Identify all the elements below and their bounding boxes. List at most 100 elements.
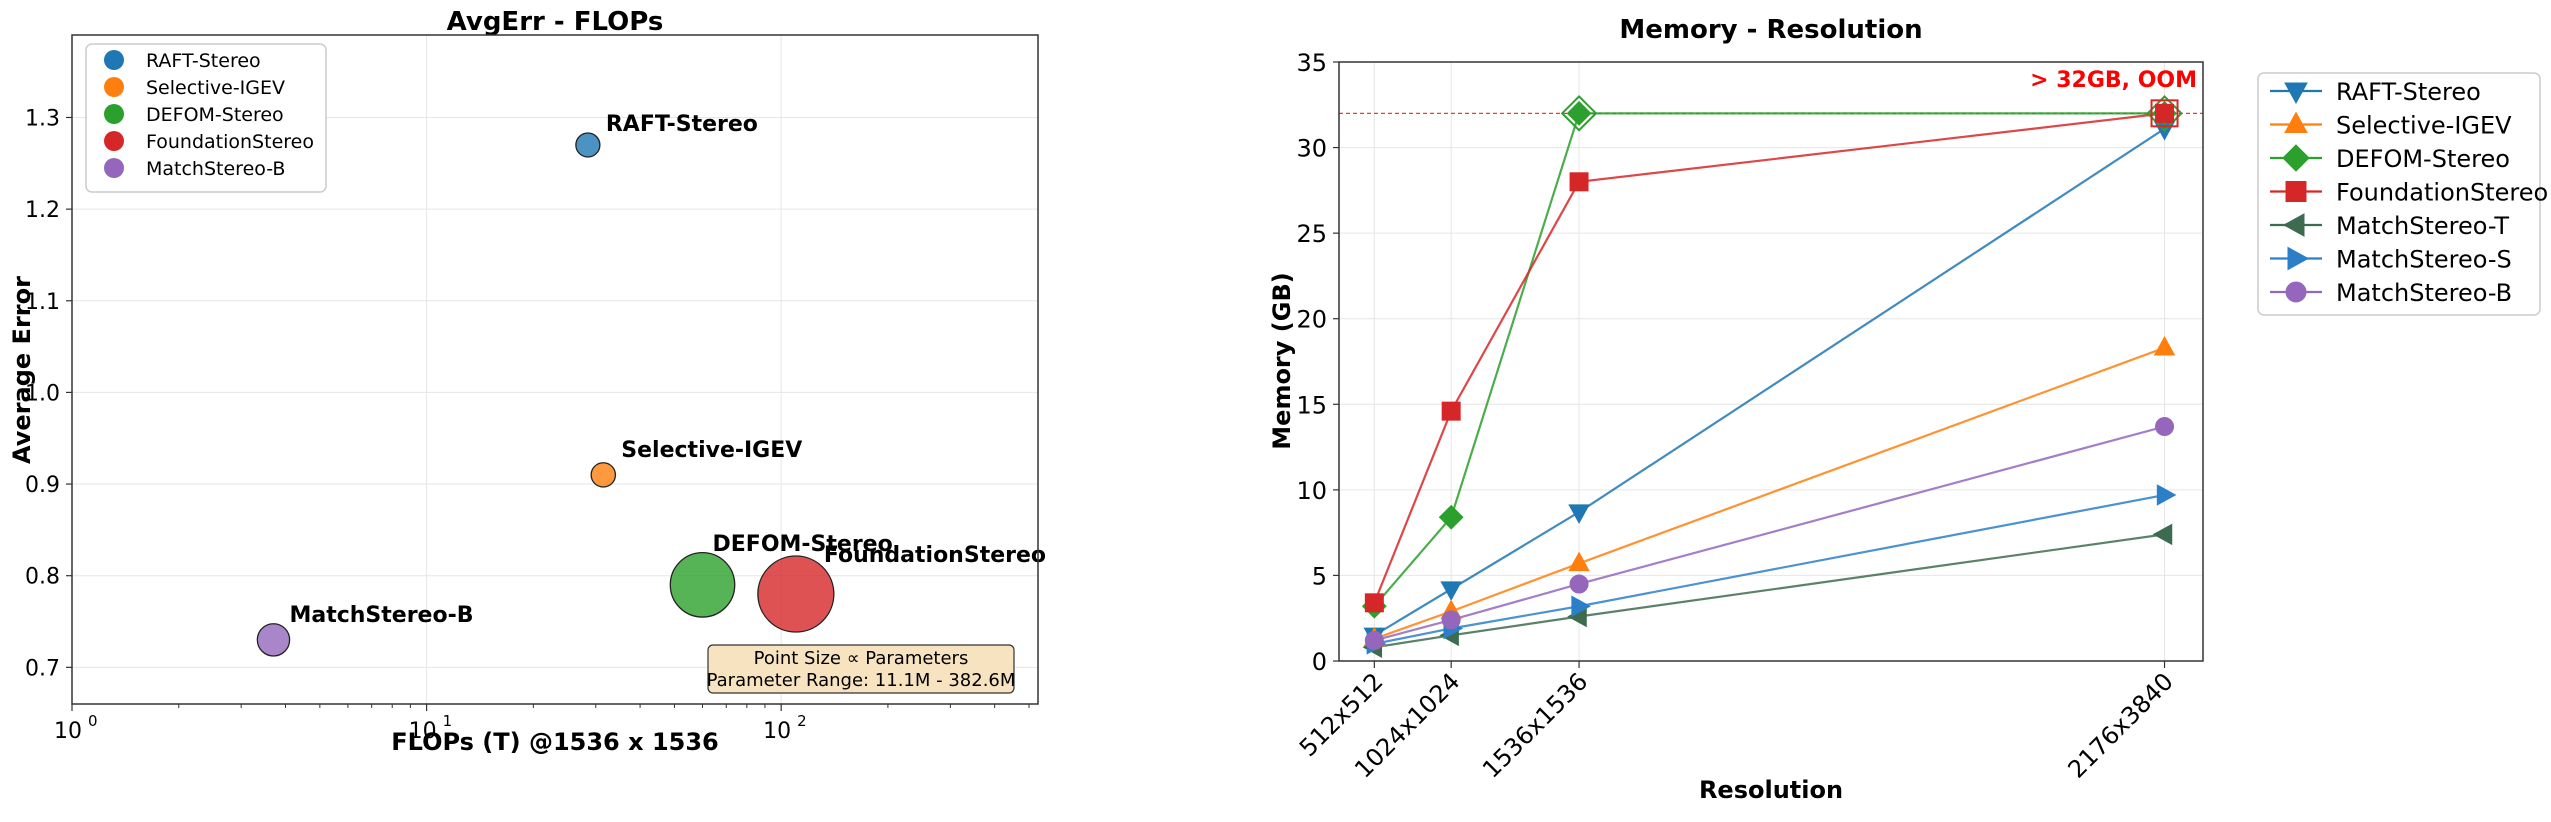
legend-marker-defom-stereo bbox=[2282, 144, 2310, 172]
right-chart-title: Memory - Resolution bbox=[1619, 15, 1922, 45]
legend-marker-matchstereo-s bbox=[2287, 246, 2310, 271]
series-point-selective-igev bbox=[1568, 551, 1590, 572]
series-point-raft-stereo bbox=[1440, 581, 1462, 601]
left-legend-box bbox=[85, 43, 327, 193]
series-point-defom-stereo bbox=[1438, 504, 1464, 530]
series-line-selective-igev bbox=[1373, 346, 2165, 640]
legend-label-foundationstereo: FoundationStereo bbox=[146, 131, 314, 153]
legend-label-matchstereo-s: MatchStereo-S bbox=[2336, 246, 2512, 274]
left-y-axis-label: Average Error bbox=[8, 276, 36, 464]
right-y-tick-label: 20 bbox=[1296, 306, 1327, 334]
legend-label-selective-igev: Selective-IGEV bbox=[146, 77, 285, 99]
legend-marker-foundationstereo bbox=[104, 131, 124, 151]
avgerr-flops-chart: AvgErr - FLOPs 0.70.80.91.01.11.21.310 0 1… bbox=[8, 7, 1046, 756]
series-line-raft-stereo bbox=[1373, 127, 2166, 637]
left-x-tick-label: 10 bbox=[409, 719, 437, 744]
legend-marker-raft-stereo bbox=[104, 50, 124, 70]
left-chart-title: AvgErr - FLOPs bbox=[447, 7, 664, 37]
scatter-point-selective-igev bbox=[590, 462, 617, 488]
point-label-defom-stereo: DEFOM-Stereo bbox=[713, 532, 893, 557]
left-y-tick-label: 0.7 bbox=[25, 656, 60, 681]
left-y-tick-label: 1.3 bbox=[25, 106, 60, 131]
parameter-note-line2: Parameter Range: 11.1M - 382.6M bbox=[707, 670, 1016, 691]
legend-marker-matchstereo-t bbox=[2282, 213, 2305, 237]
series-point-matchstereo-s bbox=[1571, 595, 1591, 617]
series-point-matchstereo-s bbox=[2156, 484, 2177, 506]
right-grid bbox=[1339, 61, 2203, 662]
left-y-tick-label: 0.9 bbox=[25, 473, 60, 498]
legend-marker-selective-igev bbox=[104, 77, 124, 97]
series-line-foundationstereo bbox=[1373, 112, 2165, 604]
legend-label-matchstereo-t: MatchStereo-T bbox=[2336, 212, 2509, 240]
parameter-note-line1: Point Size ∝ Parameters bbox=[754, 648, 969, 669]
series-point-defom-stereo bbox=[1566, 100, 1592, 126]
right-legend: RAFT-Stereo Selective-IGEV DEFOM-Stereo Fou… bbox=[2257, 72, 2548, 316]
left-y-tick-label: 0.8 bbox=[25, 565, 60, 590]
legend-marker-matchstereo-b bbox=[2285, 281, 2307, 303]
right-y-tick-label: 35 bbox=[1296, 49, 1327, 77]
series-point-foundationstereo bbox=[1364, 593, 1384, 613]
left-points: RAFT-Stereo Selective-IGEV DEFOM-StereoFou… bbox=[256, 112, 1046, 657]
legend-label-raft-stereo: RAFT-Stereo bbox=[2336, 78, 2481, 106]
scatter-point-matchstereo-b bbox=[256, 623, 291, 657]
oom-marker-foundationstereo bbox=[2150, 99, 2179, 128]
oom-annotation: > 32GB, OOM bbox=[2030, 68, 2197, 93]
oom-marker-defom-stereo bbox=[1560, 95, 1598, 132]
series-point-matchstereo-t bbox=[2152, 523, 2173, 546]
series-point-raft-stereo bbox=[1568, 504, 1590, 524]
legend-label-selective-igev: Selective-IGEV bbox=[2336, 112, 2512, 140]
right-plot-frame bbox=[1338, 61, 2204, 662]
right-x-axis-label: Resolution bbox=[1699, 776, 1843, 804]
oom-marker-defom-stereo bbox=[2146, 95, 2183, 132]
left-x-tick-exponent: 1 bbox=[443, 712, 453, 730]
parameter-note-box bbox=[707, 644, 1015, 694]
scatter-point-raft-stereo bbox=[575, 132, 601, 158]
left-y-tick-label: 1.0 bbox=[25, 381, 60, 406]
series-line-matchstereo-t bbox=[1374, 533, 2165, 649]
left-x-tick-label: 10 bbox=[54, 719, 82, 744]
series-line-matchstereo-b bbox=[1374, 425, 2165, 642]
left-x-tick-exponent: 0 bbox=[88, 712, 98, 730]
legend-label-foundationstereo: FoundationStereo bbox=[2336, 179, 2548, 207]
legend-label-defom-stereo: DEFOM-Stereo bbox=[2336, 145, 2510, 173]
series-point-foundationstereo bbox=[1441, 401, 1461, 421]
legend-label-defom-stereo: DEFOM-Stereo bbox=[146, 104, 284, 126]
memory-resolution-chart: Memory - Resolution 05101520253035512x51… bbox=[1268, 15, 2548, 804]
parameter-note: Point Size ∝ Parameters Parameter Range:… bbox=[707, 644, 1016, 694]
left-y-tick-label: 1.2 bbox=[25, 198, 60, 223]
legend-marker-raft-stereo bbox=[2284, 82, 2308, 105]
legend-marker-foundationstereo bbox=[2285, 181, 2307, 202]
series-point-foundationstereo bbox=[2155, 103, 2175, 123]
point-label-matchstereo-b: MatchStereo-B bbox=[289, 603, 473, 628]
series-point-selective-igev bbox=[2153, 335, 2176, 356]
right-series bbox=[1361, 95, 2183, 659]
left-legend: RAFT-Stereo Selective-IGEV DEFOM-Stereo Fou… bbox=[85, 43, 327, 193]
scatter-point-defom-stereo bbox=[669, 551, 736, 618]
point-label-raft-stereo: RAFT-Stereo bbox=[606, 112, 758, 137]
legend-label-matchstereo-b: MatchStereo-B bbox=[146, 158, 285, 180]
point-label-foundationstereo: FoundationStereo bbox=[824, 543, 1046, 568]
point-label-selective-igev: Selective-IGEV bbox=[621, 438, 802, 463]
left-ticks: 0.7 0.8 0.9 1.0 1.1 1.2 1.3 10 0 10 1 10 2 bbox=[25, 106, 1030, 744]
right-y-axis-label: Memory (GB) bbox=[1268, 272, 1296, 449]
scatter-point-foundationstereo bbox=[757, 555, 835, 633]
series-point-matchstereo-b bbox=[1569, 574, 1589, 594]
right-y-tick-label: 30 bbox=[1296, 135, 1327, 163]
right-y-tick-label: 10 bbox=[1296, 477, 1327, 505]
left-x-tick-label: 10 bbox=[763, 719, 791, 744]
left-plot-frame bbox=[71, 34, 1039, 705]
series-point-matchstereo-b bbox=[2155, 417, 2175, 437]
series-line-defom-stereo bbox=[1373, 112, 2165, 607]
legend-label-matchstereo-b: MatchStereo-B bbox=[2336, 279, 2512, 307]
legend-marker-defom-stereo bbox=[104, 104, 124, 124]
legend-marker-matchstereo-b bbox=[104, 158, 124, 178]
right-y-tick-label: 0 bbox=[1312, 648, 1327, 676]
right-y-tick-label: 5 bbox=[1312, 562, 1327, 590]
left-x-tick-exponent: 2 bbox=[797, 712, 807, 730]
series-point-matchstereo-b bbox=[1364, 630, 1384, 650]
right-y-tick-label: 15 bbox=[1296, 391, 1327, 419]
series-point-matchstereo-b bbox=[1441, 610, 1461, 630]
